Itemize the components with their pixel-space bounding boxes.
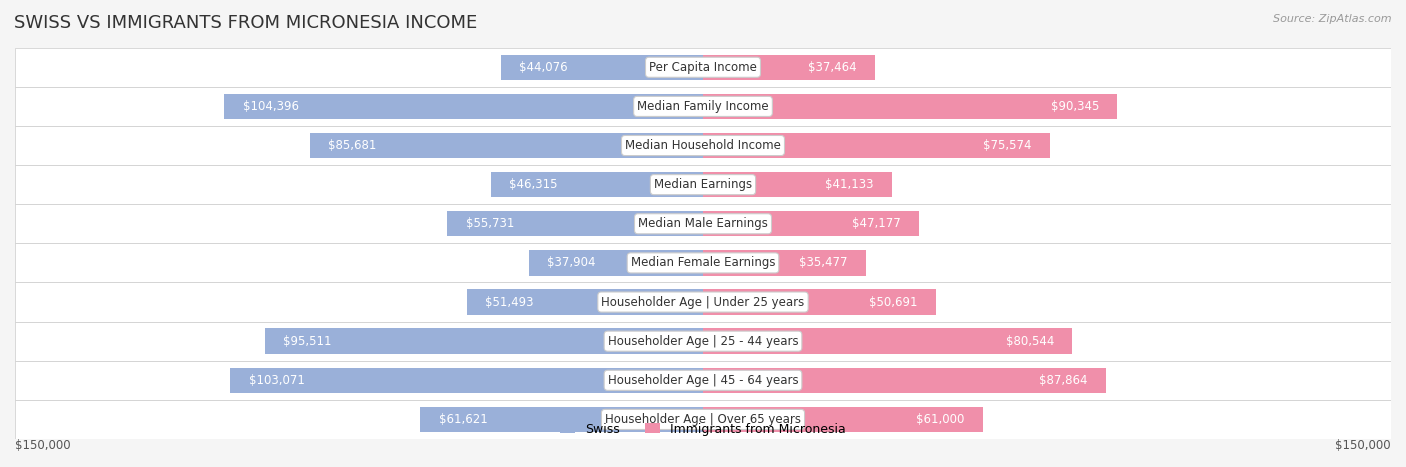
Text: Per Capita Income: Per Capita Income: [650, 61, 756, 74]
Bar: [703, 172, 891, 198]
Bar: [703, 250, 866, 276]
Bar: [15, 126, 1391, 165]
Text: $51,493: $51,493: [485, 296, 534, 309]
Bar: [703, 407, 983, 432]
Text: Median Female Earnings: Median Female Earnings: [631, 256, 775, 269]
Text: $104,396: $104,396: [242, 100, 298, 113]
Bar: [501, 55, 703, 80]
Text: $87,864: $87,864: [1039, 374, 1088, 387]
Bar: [15, 283, 1391, 322]
Bar: [703, 55, 875, 80]
Bar: [703, 211, 920, 236]
Text: $80,544: $80,544: [1005, 335, 1054, 347]
Bar: [703, 133, 1050, 158]
Text: Median Family Income: Median Family Income: [637, 100, 769, 113]
Text: Source: ZipAtlas.com: Source: ZipAtlas.com: [1274, 14, 1392, 24]
Bar: [264, 328, 703, 354]
Bar: [309, 133, 703, 158]
Text: $50,691: $50,691: [869, 296, 917, 309]
Bar: [15, 165, 1391, 204]
Bar: [703, 94, 1118, 119]
Bar: [15, 204, 1391, 243]
Text: $85,681: $85,681: [329, 139, 377, 152]
Text: Median Male Earnings: Median Male Earnings: [638, 217, 768, 230]
Bar: [15, 48, 1391, 87]
Text: $61,000: $61,000: [917, 413, 965, 426]
Text: Householder Age | 25 - 44 years: Householder Age | 25 - 44 years: [607, 335, 799, 347]
Text: $41,133: $41,133: [825, 178, 873, 191]
Bar: [15, 322, 1391, 361]
Bar: [15, 361, 1391, 400]
Bar: [231, 368, 703, 393]
Bar: [703, 328, 1073, 354]
Text: $61,621: $61,621: [439, 413, 488, 426]
Bar: [447, 211, 703, 236]
Text: $35,477: $35,477: [799, 256, 848, 269]
Text: SWISS VS IMMIGRANTS FROM MICRONESIA INCOME: SWISS VS IMMIGRANTS FROM MICRONESIA INCO…: [14, 14, 477, 32]
Text: $44,076: $44,076: [519, 61, 568, 74]
Text: Householder Age | 45 - 64 years: Householder Age | 45 - 64 years: [607, 374, 799, 387]
Text: $47,177: $47,177: [852, 217, 901, 230]
Text: Householder Age | Under 25 years: Householder Age | Under 25 years: [602, 296, 804, 309]
Text: $46,315: $46,315: [509, 178, 557, 191]
Text: $37,904: $37,904: [547, 256, 596, 269]
Bar: [703, 368, 1107, 393]
Bar: [529, 250, 703, 276]
Legend: Swiss, Immigrants from Micronesia: Swiss, Immigrants from Micronesia: [555, 417, 851, 440]
Text: $150,000: $150,000: [1336, 439, 1391, 452]
Text: $150,000: $150,000: [15, 439, 70, 452]
Text: Householder Age | Over 65 years: Householder Age | Over 65 years: [605, 413, 801, 426]
Bar: [420, 407, 703, 432]
Bar: [703, 290, 935, 315]
Bar: [15, 87, 1391, 126]
Text: Median Earnings: Median Earnings: [654, 178, 752, 191]
Text: $90,345: $90,345: [1050, 100, 1099, 113]
Text: $95,511: $95,511: [283, 335, 332, 347]
Text: Median Household Income: Median Household Income: [626, 139, 780, 152]
Text: $103,071: $103,071: [249, 374, 305, 387]
Text: $55,731: $55,731: [465, 217, 515, 230]
Bar: [467, 290, 703, 315]
Bar: [15, 400, 1391, 439]
Text: $75,574: $75,574: [983, 139, 1031, 152]
Bar: [224, 94, 703, 119]
Bar: [491, 172, 703, 198]
Bar: [15, 243, 1391, 283]
Text: $37,464: $37,464: [808, 61, 856, 74]
